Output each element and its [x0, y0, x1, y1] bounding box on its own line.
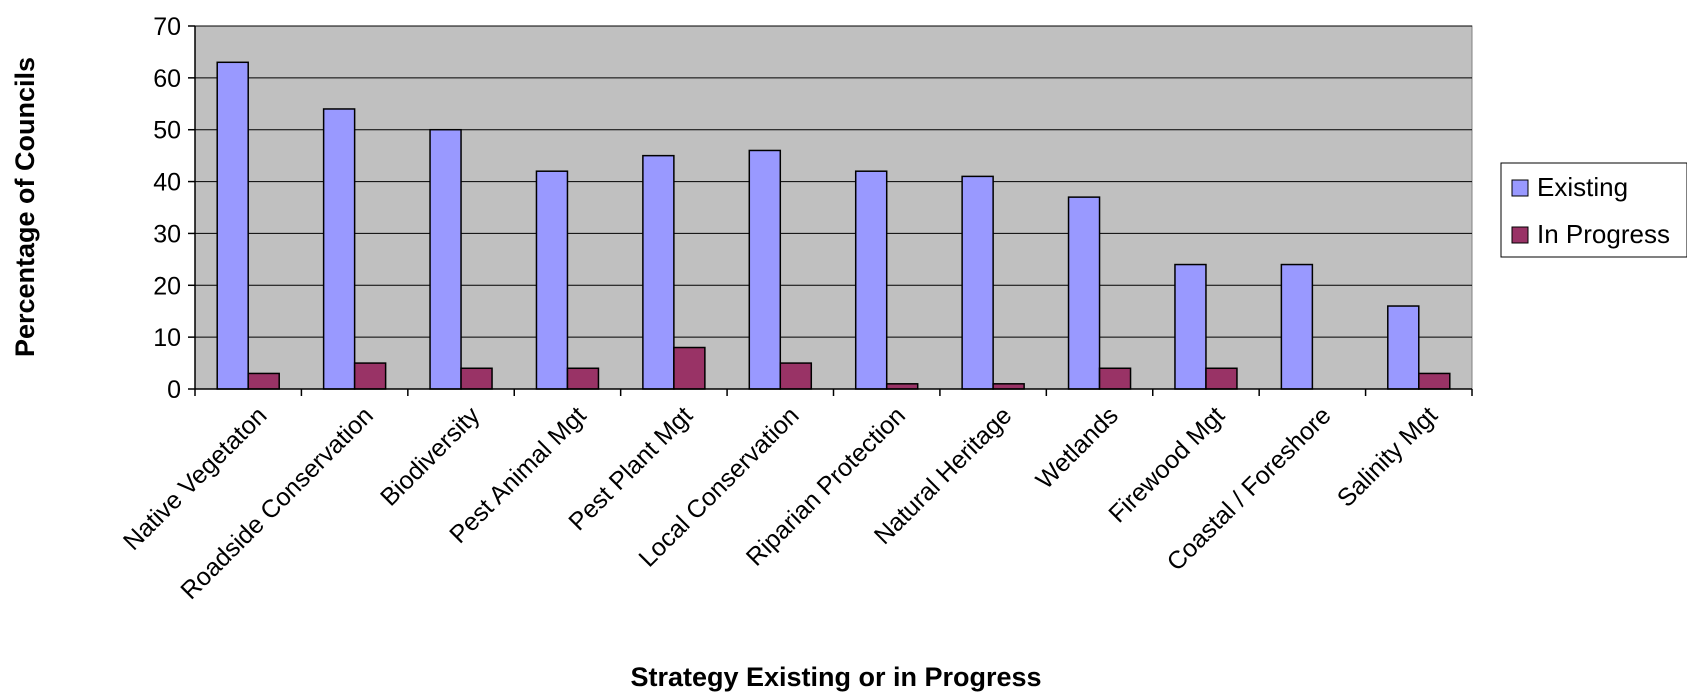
- bar-existing-riparian-protection: [854, 170, 888, 390]
- bar-in-progress-pest-plant-mgt: [673, 346, 706, 390]
- plot-area: [194, 25, 1473, 390]
- bar-in-progress-roadside-conservation: [353, 362, 387, 390]
- legend-box: [1500, 162, 1687, 258]
- y-tick-label: 60: [153, 65, 181, 93]
- bar-existing-salinity-mgt: [1387, 305, 1420, 390]
- x-tick-label: Salinity Mgt: [1332, 401, 1443, 512]
- bar-existing-native-vegetaton: [216, 61, 249, 390]
- bar-in-progress-pest-animal-mgt: [566, 367, 600, 390]
- bar-existing-coastal-foreshore: [1280, 263, 1314, 390]
- y-tick-labels: 0 10 20 30 40 50 60 70: [153, 13, 181, 404]
- legend: Existing In Progress: [1500, 162, 1687, 258]
- gridlines: [195, 25, 1472, 338]
- y-tick-label: 40: [153, 169, 181, 197]
- y-axis-title: Percentage of Councils: [10, 57, 40, 357]
- bar-in-progress-salinity-mgt: [1418, 372, 1451, 390]
- y-tick-label: 20: [153, 272, 181, 300]
- y-tick-label: 70: [153, 13, 181, 41]
- y-tick-label: 50: [153, 117, 181, 145]
- bar-in-progress-natural-heritage: [992, 383, 1025, 390]
- x-axis-title: Strategy Existing or in Progress: [630, 662, 1041, 692]
- bar-existing-pest-plant-mgt: [642, 154, 675, 390]
- bar-existing-wetlands: [1067, 196, 1101, 390]
- x-tick-label: Wetlands: [1031, 401, 1124, 494]
- legend-swatch-existing: [1511, 179, 1529, 197]
- y-tick-label: 10: [153, 324, 181, 352]
- bar-in-progress-wetlands: [1098, 367, 1132, 390]
- legend-label-in-progress: In Progress: [1537, 219, 1670, 249]
- bar-in-progress-firewood-mgt: [1205, 367, 1238, 390]
- axes: [188, 25, 1473, 396]
- bar-existing-local-conservation: [748, 149, 782, 390]
- y-tick-label: 0: [167, 376, 181, 404]
- bar-existing-biodiversity: [429, 128, 462, 390]
- bar-existing-firewood-mgt: [1174, 263, 1207, 390]
- bar-existing-roadside-conservation: [322, 108, 356, 390]
- legend-label-existing: Existing: [1537, 172, 1628, 202]
- bar-existing-pest-animal-mgt: [535, 170, 569, 390]
- y-tick-label: 30: [153, 220, 181, 248]
- bar-existing-natural-heritage: [961, 175, 994, 390]
- x-tick-label: Biodiversity: [375, 401, 486, 512]
- x-tick-label: Roadside Conservation: [175, 401, 379, 605]
- bar-in-progress-native-vegetaton: [247, 372, 280, 390]
- bar-in-progress-biodiversity: [460, 367, 493, 390]
- legend-swatch-in-progress: [1511, 226, 1529, 244]
- bar-in-progress-local-conservation: [779, 362, 813, 390]
- bars: [216, 61, 1451, 390]
- bar-in-progress-riparian-protection: [885, 383, 919, 390]
